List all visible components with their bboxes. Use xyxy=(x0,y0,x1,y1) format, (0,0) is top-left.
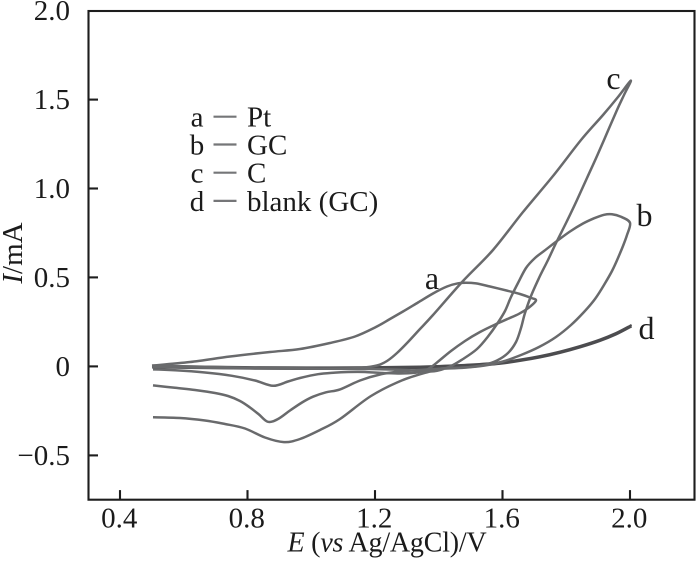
svg-text:b: b xyxy=(190,130,205,162)
svg-text:GC: GC xyxy=(247,130,287,162)
svg-text:0: 0 xyxy=(56,351,71,383)
svg-text:0.5: 0.5 xyxy=(34,262,70,294)
svg-text:b: b xyxy=(637,197,653,233)
svg-text:1.2: 1.2 xyxy=(356,503,392,535)
svg-text:0.4: 0.4 xyxy=(101,503,138,535)
svg-text:0.8: 0.8 xyxy=(229,503,265,535)
svg-text:C: C xyxy=(247,158,266,190)
svg-text:c: c xyxy=(606,60,620,96)
svg-text:2.0: 2.0 xyxy=(34,0,70,27)
svg-text:a: a xyxy=(425,260,439,296)
svg-text:1.6: 1.6 xyxy=(484,503,520,535)
svg-text:blank (GC): blank (GC) xyxy=(247,186,378,218)
svg-text:Pt: Pt xyxy=(247,102,271,134)
svg-text:I/mA: I/mA xyxy=(0,222,29,284)
svg-text:a: a xyxy=(191,102,204,134)
svg-text:−0.5: −0.5 xyxy=(17,440,70,472)
svg-text:E (vs Ag/AgCl)/V: E (vs Ag/AgCl)/V xyxy=(286,528,486,559)
svg-text:1.0: 1.0 xyxy=(34,173,70,205)
svg-text:d: d xyxy=(639,310,655,346)
svg-text:1.5: 1.5 xyxy=(34,84,70,116)
svg-text:2.0: 2.0 xyxy=(611,503,647,535)
svg-text:d: d xyxy=(190,186,205,218)
svg-text:c: c xyxy=(191,158,204,190)
